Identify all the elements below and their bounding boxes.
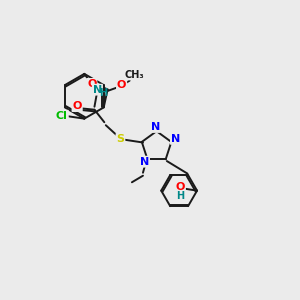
Text: O: O [176,182,185,192]
Text: CH₃: CH₃ [125,70,145,80]
Text: N: N [171,134,180,144]
Text: N: N [93,85,102,95]
Text: H: H [99,88,107,98]
Text: N: N [151,122,160,132]
Text: Cl: Cl [56,111,68,121]
Text: O: O [87,79,96,89]
Text: O: O [73,101,82,111]
Text: O: O [117,80,126,90]
Text: S: S [116,134,124,144]
Text: H: H [176,191,184,201]
Text: N: N [140,157,149,167]
